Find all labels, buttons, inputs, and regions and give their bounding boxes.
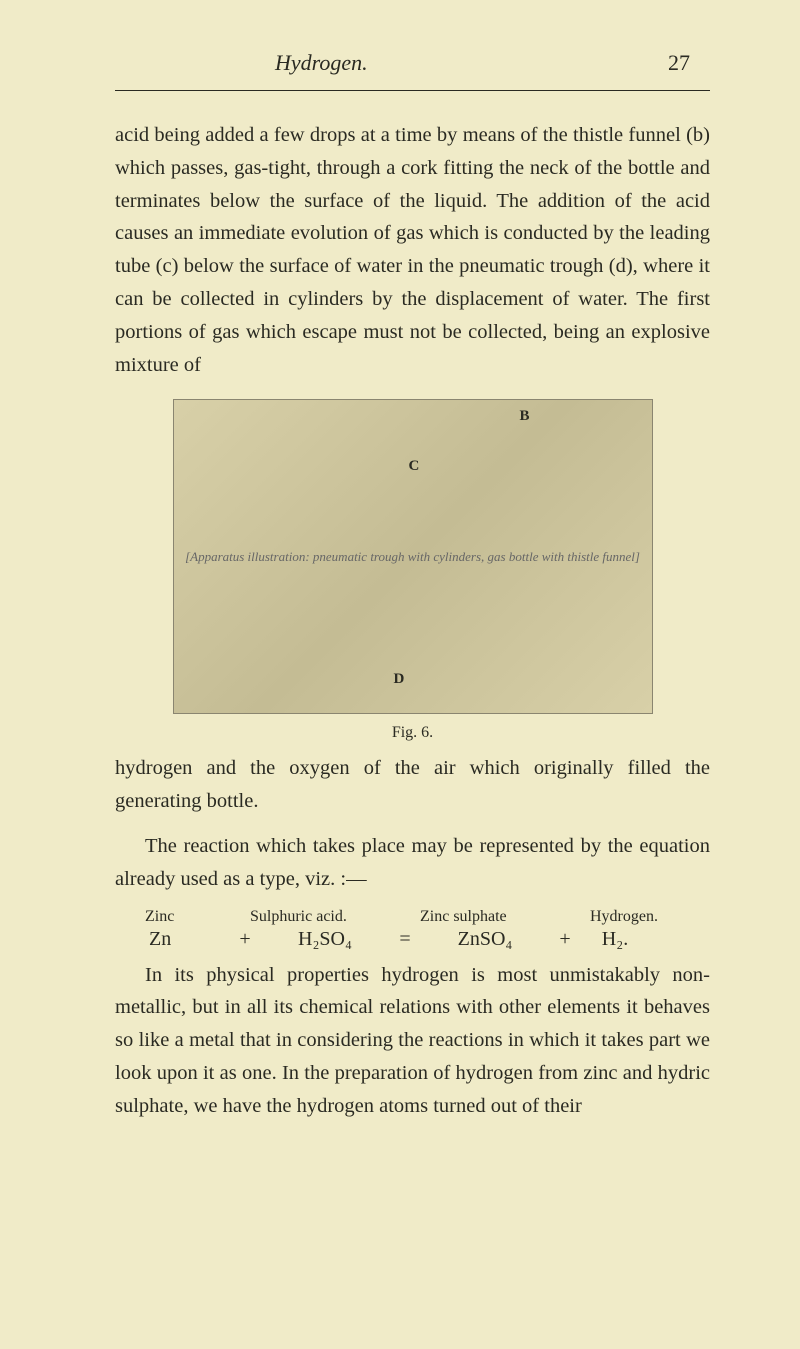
figure-description: [Apparatus illustration: pneumatic troug… [185,549,640,565]
eq-znso4: ZnSO₄ [425,928,545,951]
paragraph-2: hydrogen and the oxygen of the air which… [115,752,710,818]
paragraph-3: The reaction which takes place may be re… [115,830,710,896]
eq-equals: = [385,928,425,951]
figure-label-c: C [409,458,420,475]
eq-plus1: + [225,928,265,951]
figure-image: [Apparatus illustration: pneumatic troug… [173,399,653,714]
paragraph-4: In its physical properties hydrogen is m… [115,959,710,1123]
header-title: Hydrogen. [275,50,368,76]
eq-label-sulphate: Zinc sulphate [420,908,590,926]
paragraph-1: acid being added a few drops at a time b… [115,119,710,381]
equation-labels-row: Zinc Sulphuric acid. Zinc sulphate Hydro… [115,908,710,926]
figure-label-d: D [394,671,405,688]
equation-values-row: Zn + H₂SO₄ = ZnSO₄ + H₂. [115,928,710,951]
eq-label-acid: Sulphuric acid. [250,908,420,926]
eq-plus2: + [545,928,585,951]
eq-label-zinc: Zinc [145,908,250,926]
header-rule [115,90,710,91]
page-number: 27 [668,50,690,76]
eq-h2so4: H₂SO₄ [265,928,385,951]
page-header: Hydrogen. 27 [115,50,710,76]
eq-zn: Zn [145,928,225,951]
eq-label-hydrogen: Hydrogen. [590,908,658,926]
figure-caption: Fig. 6. [392,724,433,742]
figure-label-b: B [519,408,529,425]
eq-h2: H₂. [585,928,645,951]
figure-6: [Apparatus illustration: pneumatic troug… [115,399,710,742]
